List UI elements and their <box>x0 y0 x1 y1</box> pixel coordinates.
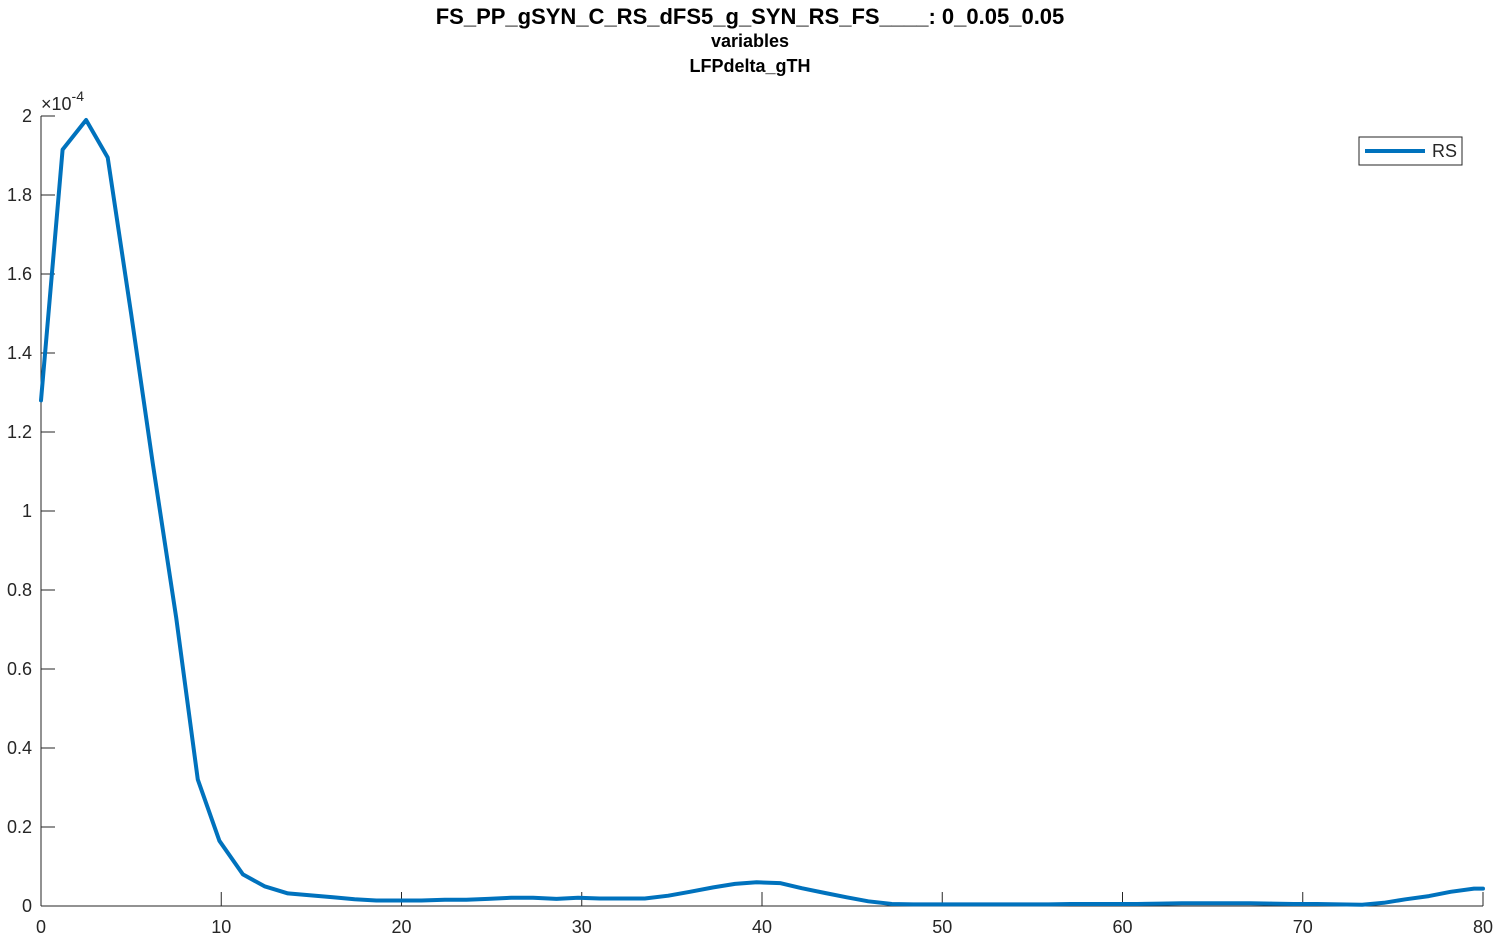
chart-subtitle-variable-name: LFPdelta_gTH <box>689 56 811 76</box>
x-tick-label: 30 <box>572 917 592 937</box>
y-tick-label: 1.8 <box>7 185 32 205</box>
x-tick-label: 50 <box>932 917 952 937</box>
y-tick-label: 1.2 <box>7 422 32 442</box>
chart-subtitle-variables: variables <box>710 31 790 51</box>
y-tick-label: 0.6 <box>7 659 32 679</box>
series-line-RS <box>39 118 1485 907</box>
x-tick-label: 40 <box>752 917 772 937</box>
chart-title: FS_PP_gSYN_C_RS_dFS5_g_SYN_RS_FS____: 0_… <box>435 4 1065 29</box>
y-tick-label: 0.4 <box>7 738 32 758</box>
y-tick-label: 0 <box>22 896 32 916</box>
x-tick-label: 20 <box>391 917 411 937</box>
legend-label: RS <box>1432 141 1457 161</box>
ticks: 0 10 20 30 40 50 60 70 80 0 0.2 0.4 0.6 0.8 1 1.2 1.4 1.6… <box>7 88 1493 937</box>
y-tick-label: 1.4 <box>7 343 32 363</box>
legend: RS <box>1358 136 1463 166</box>
x-tick-label: 80 <box>1473 917 1493 937</box>
y-tick-label: 0.8 <box>7 580 32 600</box>
series <box>39 118 1485 907</box>
y-tick-label: 2 <box>22 106 32 126</box>
y-tick-label: 1.6 <box>7 264 32 284</box>
axes <box>40 116 1483 907</box>
chart-titles: FS_PP_gSYN_C_RS_dFS5_g_SYN_RS_FS____: 0_… <box>0 4 1500 79</box>
y-tick-label: 1 <box>22 501 32 521</box>
x-tick-label: 0 <box>36 917 46 937</box>
x-tick-label: 10 <box>211 917 231 937</box>
x-tick-label: 70 <box>1293 917 1313 937</box>
x-tick-label: 60 <box>1112 917 1132 937</box>
y-tick-label: 0.2 <box>7 817 32 837</box>
y-exponent-label: ×10-4 <box>41 88 84 114</box>
